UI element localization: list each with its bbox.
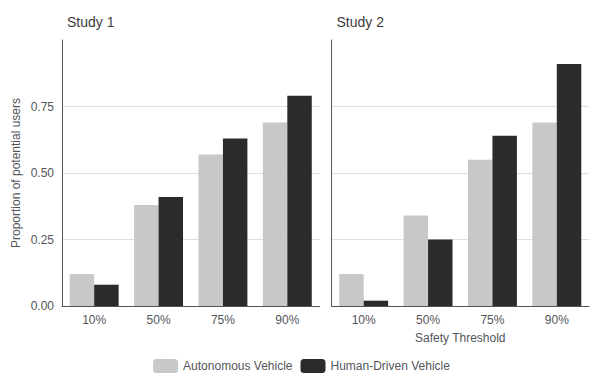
svg-text:90%: 90% <box>275 313 299 327</box>
svg-text:0.25: 0.25 <box>31 233 55 247</box>
svg-text:Human-Driven Vehicle: Human-Driven Vehicle <box>331 359 451 373</box>
svg-text:75%: 75% <box>211 313 235 327</box>
svg-text:50%: 50% <box>147 313 171 327</box>
svg-text:Autonomous Vehicle: Autonomous Vehicle <box>183 359 293 373</box>
svg-text:Proportion of potential users: Proportion of potential users <box>9 98 23 248</box>
svg-text:0.50: 0.50 <box>31 166 55 180</box>
svg-text:10%: 10% <box>352 313 376 327</box>
svg-text:90%: 90% <box>545 313 569 327</box>
svg-text:Study 1: Study 1 <box>67 14 115 30</box>
svg-text:Safety Threshold: Safety Threshold <box>415 331 506 345</box>
svg-text:Study 2: Study 2 <box>337 14 385 30</box>
svg-text:0.00: 0.00 <box>31 299 55 313</box>
svg-text:10%: 10% <box>82 313 106 327</box>
svg-text:50%: 50% <box>416 313 440 327</box>
svg-text:0.75: 0.75 <box>31 100 55 114</box>
svg-text:75%: 75% <box>480 313 504 327</box>
